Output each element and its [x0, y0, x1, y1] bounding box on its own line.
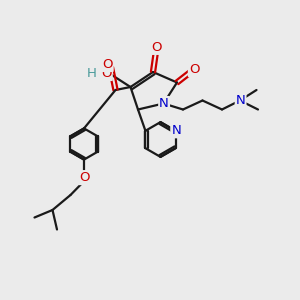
Text: O: O — [101, 67, 112, 80]
Text: O: O — [79, 171, 89, 184]
Text: O: O — [189, 63, 199, 76]
Text: O: O — [102, 58, 113, 71]
Text: O: O — [151, 41, 161, 54]
Text: N: N — [159, 97, 169, 110]
Text: N: N — [171, 124, 181, 137]
Text: N: N — [236, 94, 245, 107]
Text: H: H — [87, 67, 96, 80]
